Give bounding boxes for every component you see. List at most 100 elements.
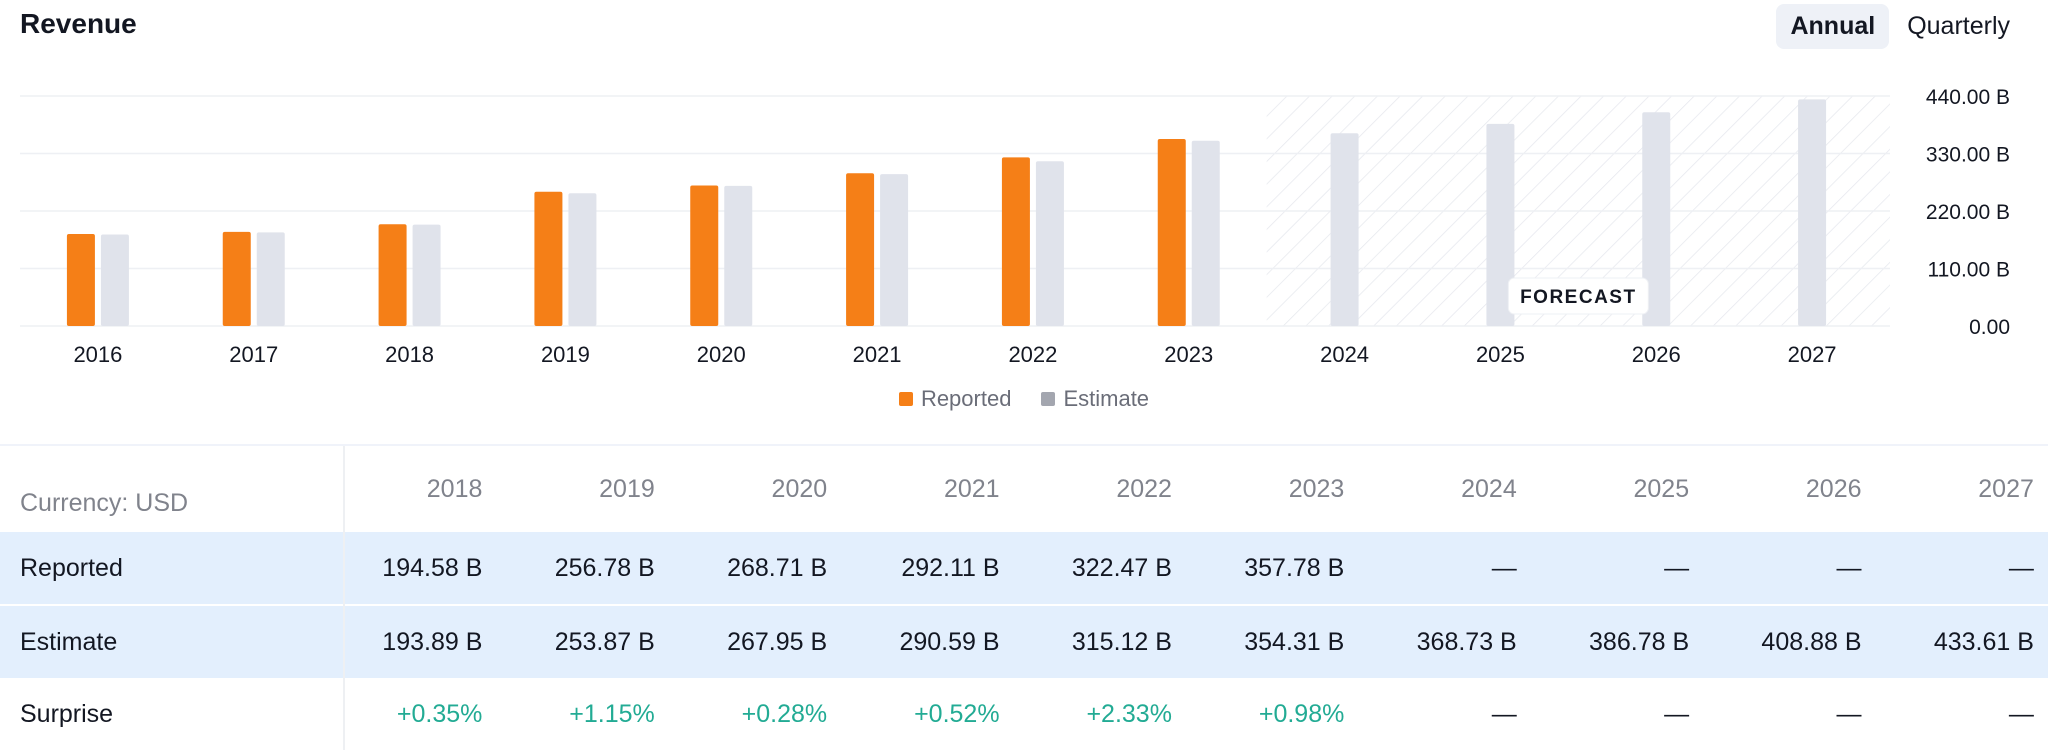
table-header-row: Currency: USD 2018 2019 2020 2021 2022 2… — [0, 446, 2048, 532]
page-title: Revenue — [20, 8, 137, 39]
bar-estimate — [1486, 123, 1515, 326]
table-cell: — — [1895, 532, 2048, 605]
table-row-estimate: Estimate 193.89 B 253.87 B 267.95 B 290.… — [0, 604, 2048, 678]
bar-estimate — [1642, 112, 1671, 326]
table-cell: +0.52% — [914, 699, 1000, 728]
year-header: 2026 — [1805, 474, 1862, 503]
bar-estimate — [568, 193, 597, 326]
table-cell: 368.73 B — [1378, 604, 1551, 678]
bar-estimate — [724, 185, 753, 326]
table-cell: 256.78 B — [516, 532, 689, 605]
table-cell: 268.71 B — [688, 532, 862, 605]
legend-item-estimate[interactable]: Estimate — [1041, 386, 1149, 412]
year-header: 2018 — [426, 474, 483, 503]
legend-swatch-estimate — [1041, 392, 1056, 406]
x-tick-label: 2026 — [1632, 342, 1681, 367]
x-tick-label: 2025 — [1476, 342, 1525, 367]
row-label: Reported — [0, 532, 345, 605]
bar-reported — [1001, 157, 1030, 326]
x-tick-label: 2023 — [1164, 342, 1213, 367]
bar-reported — [378, 224, 407, 326]
forecast-badge-bg — [1507, 277, 1649, 315]
year-header: 2021 — [943, 474, 1000, 503]
table-cell: — — [1378, 532, 1551, 605]
table-cell: +0.28% — [741, 699, 828, 728]
bar-estimate — [256, 232, 285, 326]
chart-legend: Reported Estimate — [0, 386, 2048, 412]
bar-reported — [66, 234, 95, 326]
table-cell: — — [2008, 699, 2034, 728]
bar-estimate — [100, 234, 129, 326]
bar-reported — [222, 231, 251, 326]
table-cell: +1.15% — [569, 699, 655, 728]
table-cell: 290.59 B — [861, 604, 1034, 678]
bar-estimate — [880, 174, 909, 326]
table-cell: 408.88 B — [1723, 604, 1896, 678]
year-header: 2019 — [599, 474, 655, 503]
table-cell: 253.87 B — [516, 604, 689, 678]
forecast-badge: FORECAST — [1507, 277, 1649, 315]
year-header: 2022 — [1116, 474, 1172, 503]
year-header: 2023 — [1288, 474, 1345, 503]
table-cell: 315.12 B — [1033, 604, 1206, 678]
table-cell: 322.47 B — [1033, 532, 1206, 605]
x-tick-label: 2024 — [1320, 342, 1369, 367]
table-cell: 193.89 B — [344, 604, 517, 678]
x-tick-label: 2027 — [1788, 342, 1837, 367]
x-tick-label: 2017 — [229, 342, 278, 367]
bar-reported — [690, 185, 719, 326]
year-header: 2024 — [1461, 474, 1517, 503]
x-tick-label: 2019 — [541, 342, 590, 367]
legend-swatch-reported — [898, 392, 913, 406]
table-cell: 386.78 B — [1550, 604, 1724, 678]
quarterly-button[interactable]: Quarterly — [1907, 12, 2010, 40]
bar-reported — [534, 191, 563, 326]
legend-label-reported: Reported — [920, 386, 1012, 411]
year-header: 2025 — [1633, 474, 1690, 503]
bar-estimate — [1330, 133, 1359, 326]
x-tick-label: 2020 — [697, 342, 746, 367]
table-cell: — — [1836, 699, 1862, 728]
legend-label-estimate: Estimate — [1063, 386, 1150, 411]
revenue-table: Currency: USD 2018 2019 2020 2021 2022 2… — [0, 446, 2048, 750]
year-header: 2020 — [771, 474, 828, 503]
table-cell: +2.33% — [1086, 699, 1172, 728]
revenue-bar-chart: 0.00 110.00 B 220.00 B 330.00 B 440.00 B 2016… — [20, 86, 2010, 367]
bar-estimate — [1035, 161, 1064, 326]
y-tick-label: 110.00 B — [1927, 259, 2010, 282]
x-tick-label: 2018 — [385, 342, 434, 367]
table-cell: 357.78 B — [1205, 532, 1379, 605]
table-cell: +0.35% — [396, 699, 483, 728]
table-cell: 194.58 B — [344, 532, 517, 605]
table-cell: — — [1550, 532, 1724, 605]
forecast-label: FORECAST — [1520, 287, 1637, 308]
bar-estimate — [1191, 140, 1220, 326]
bar-estimate — [412, 224, 441, 326]
currency-label: Currency: USD — [0, 446, 345, 532]
table-cell: — — [1491, 699, 1517, 728]
annual-button[interactable]: Annual — [1776, 4, 1890, 49]
table-row-surprise: Surprise +0.35% +1.15% +0.28% +0.52% +2.… — [0, 678, 2048, 750]
table-row-reported: Reported 194.58 B 256.78 B 268.71 B 292.… — [0, 532, 2048, 605]
table-cell: 354.31 B — [1205, 604, 1379, 678]
bar-reported — [1157, 138, 1186, 326]
y-tick-label: 440.00 B — [1926, 86, 2010, 109]
table-cell: +0.98% — [1258, 699, 1345, 728]
y-tick-label: 0.00 — [1969, 316, 2010, 339]
period-toggle: Annual Quarterly — [1776, 4, 2024, 49]
row-label: Estimate — [0, 604, 345, 678]
table-cell: — — [1723, 532, 1896, 605]
bar-estimate — [1798, 99, 1827, 326]
x-tick-label: 2021 — [853, 342, 902, 367]
x-tick-label: 2022 — [1008, 342, 1057, 367]
table-cell: — — [1664, 699, 1690, 728]
year-header: 2027 — [1978, 474, 2034, 503]
x-tick-label: 2016 — [73, 342, 122, 367]
legend-item-reported[interactable]: Reported — [898, 386, 1012, 412]
y-tick-label: 330.00 B — [1926, 144, 2010, 167]
bar-reported — [846, 173, 875, 326]
table-cell: 433.61 B — [1895, 604, 2048, 678]
table-cell: 292.11 B — [861, 532, 1034, 605]
table-cell: 267.95 B — [688, 604, 862, 678]
y-tick-label: 220.00 B — [1926, 201, 2010, 224]
